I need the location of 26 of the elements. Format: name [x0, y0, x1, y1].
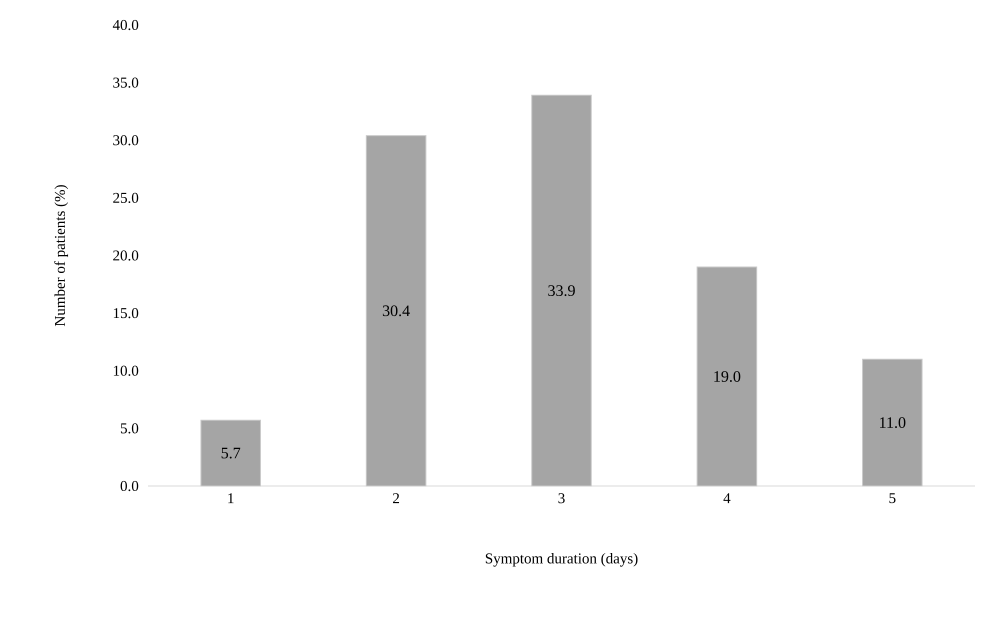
- data-label: 33.9: [548, 285, 575, 296]
- data-label: 11.0: [880, 417, 906, 428]
- y-axis-title: Number of patients (%): [54, 185, 68, 326]
- x-axis-title: Symptom duration (days): [486, 552, 638, 567]
- y-tick-label: 30.0: [113, 135, 138, 146]
- bar: [531, 94, 592, 486]
- x-tick-label: 2: [393, 493, 400, 504]
- bar: [862, 358, 923, 486]
- y-tick-label: 10.0: [114, 366, 138, 376]
- y-tick-label: 5.0: [120, 423, 138, 434]
- y-tick-label: 20.0: [113, 250, 138, 261]
- bar: [200, 420, 261, 486]
- y-tick-label: 40.0: [112, 20, 138, 30]
- bar: [696, 266, 758, 486]
- data-label: 30.4: [382, 305, 410, 316]
- x-tick-label: 5: [889, 493, 896, 504]
- data-label: 19.0: [714, 371, 740, 382]
- data-label: 5.7: [222, 448, 240, 459]
- y-tick-label: 25.0: [113, 192, 138, 203]
- x-tick-label: 3: [558, 493, 565, 504]
- y-tick-label: 15.0: [114, 308, 138, 318]
- y-tick-label: 0.0: [120, 480, 138, 492]
- y-tick-label: 35.0: [113, 78, 138, 88]
- bar: [366, 135, 426, 486]
- x-tick-label: 1: [228, 493, 234, 504]
- x-tick-label: 4: [723, 493, 730, 504]
